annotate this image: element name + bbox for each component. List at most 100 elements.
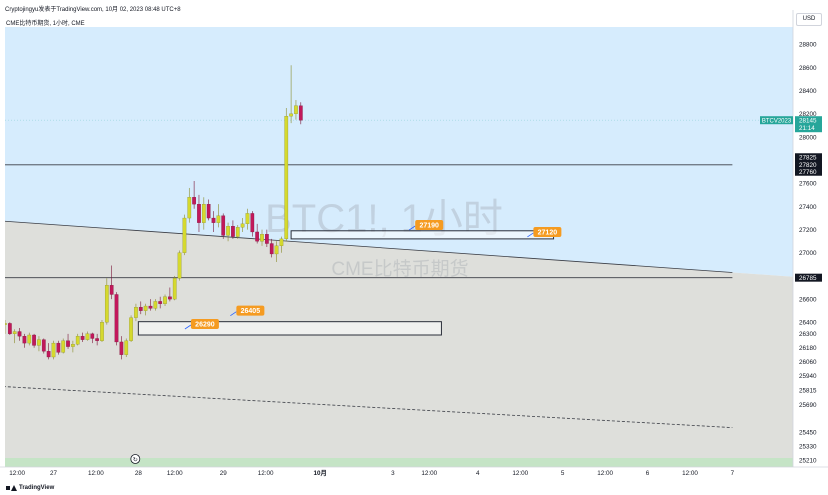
candle-13 [66,340,70,347]
candle-18 [90,333,95,339]
currency-button[interactable]: USD [796,13,822,26]
candle-21 [104,285,109,323]
candle-16 [80,336,85,340]
y-tick-26060: 26060 [799,359,817,366]
candle-58 [284,116,289,240]
candle-47 [231,226,235,237]
x-tick-12:00: 12:00 [682,470,698,477]
candle-39 [192,197,196,205]
price-label-box [795,273,822,282]
annotation-box [236,305,265,316]
candle-11 [56,342,61,353]
bull-background-region [5,27,793,277]
candle-52 [255,231,260,242]
candle-15 [75,336,80,345]
x-tick-28: 28 [135,470,143,477]
symbol-line[interactable]: CME比特币期货, 1小时, CME [6,21,85,27]
y-tick-26300: 26300 [799,331,817,338]
symbol-tag-box [760,116,793,125]
candle-31 [153,301,158,309]
candle-25 [124,340,129,355]
annotation-box [415,220,444,230]
y-tick-27200: 27200 [799,227,817,234]
y-tick-25815: 25815 [799,387,817,394]
y-tick-27600: 27600 [799,181,817,188]
candle-54 [265,234,269,244]
y-tick-28600: 28600 [799,65,817,72]
candle-51 [250,213,255,233]
plot-area: BTC1!, 1小时 CME比特币期货 27190 27120 26290 26405 [5,27,793,467]
x-tick-12:00: 12:00 [258,470,274,477]
session-marker-glyph: ↻ [133,457,138,464]
candle-45 [221,215,226,236]
x-tick-10月: 10月 [314,469,327,477]
candle-30 [148,305,153,309]
candle-32 [158,301,163,304]
candle-36 [177,252,182,279]
annotation-box [190,319,219,329]
candle-61 [298,105,303,121]
candle-35 [172,278,177,300]
y-tick-26180: 26180 [799,345,817,352]
candle-40 [197,204,201,223]
candle-43 [211,217,216,223]
watermark-symbol: BTC1!, 1小时 [265,197,503,241]
session-marker-icon [130,454,141,464]
x-tick-12:00: 12:00 [88,470,104,477]
candle-46 [226,226,230,236]
candle-55 [269,243,274,255]
x-tick-29: 29 [220,470,228,477]
candle-5 [27,334,32,344]
annotation-label-27120: 27120 [538,229,558,236]
candle-56 [274,245,279,255]
symbol-tag: BTCV2023 [762,119,792,125]
candle-24 [119,341,124,355]
annotation-pointer [230,311,237,317]
candle-50 [245,213,250,224]
candle-22 [109,285,114,295]
candle-44 [216,215,221,223]
last-price-box [795,116,822,133]
candle-1 [8,323,12,334]
y-tick-25690: 25690 [799,402,817,409]
candle-6 [32,334,36,346]
candle-2 [12,331,17,334]
x-tick-4: 4 [476,470,480,477]
candle-20 [100,322,104,341]
y-tick-28800: 28800 [799,42,817,49]
candle-0 [5,323,7,325]
x-tick-5: 5 [561,470,565,477]
candle-27 [134,307,138,318]
bottom-band [5,458,793,467]
footer-brand[interactable]: TradingView [6,485,54,491]
candle-60 [294,105,298,114]
price-label-box [795,167,822,176]
price-label-27760: 27760 [799,169,817,176]
candle-7 [37,339,41,346]
candle-42 [206,204,211,219]
lower-trendline [5,386,733,429]
annotation-label-26405: 26405 [241,308,261,315]
x-tick-12:00: 12:00 [421,470,437,477]
x-tick-3: 3 [391,470,395,477]
range-background-region [5,221,793,467]
price-label-27820: 27820 [799,162,817,169]
tradingview-logo-icon [6,485,17,491]
candle-23 [114,294,119,343]
candle-41 [201,204,206,223]
y-tick-25210: 25210 [799,457,817,464]
candle-48 [235,227,240,237]
candle-3 [17,331,22,337]
price-label-box [795,160,822,169]
candle-49 [240,223,245,228]
x-tick-12:00: 12:00 [167,470,183,477]
descending-trendline [5,220,733,273]
candle-29 [143,305,148,311]
x-tick-7: 7 [731,470,735,477]
annotation-label-27190: 27190 [419,223,439,230]
y-tick-26600: 26600 [799,296,817,303]
annotation-pointer [408,225,416,231]
candle-53 [260,234,264,242]
candle-38 [187,197,192,219]
